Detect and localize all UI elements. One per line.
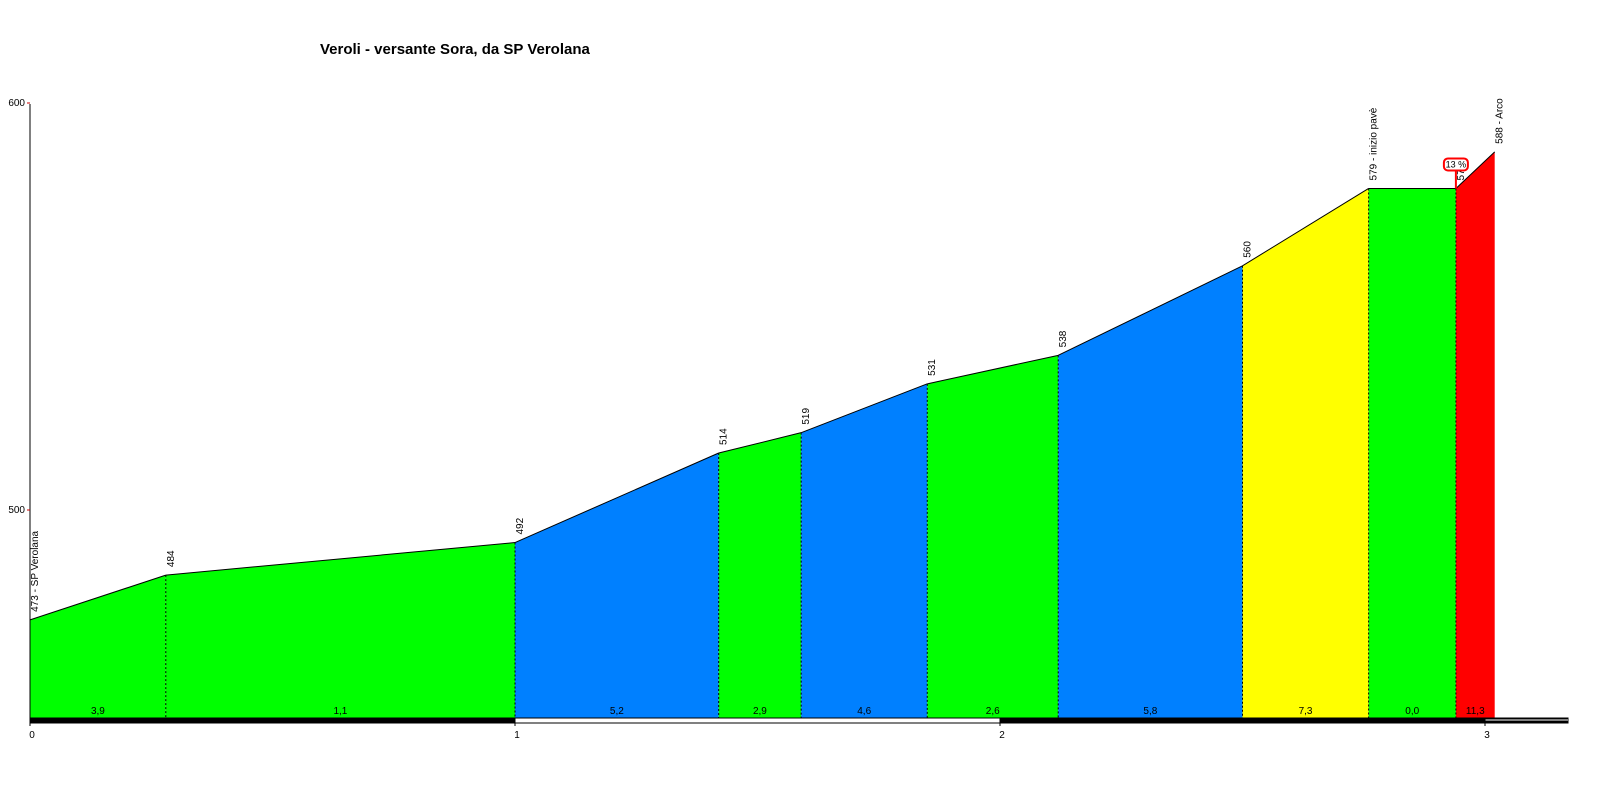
grade-labels: 3,9 1,1 5,2 2,9 4,6 2,6 5,8 7,3 0,0 11,3 — [91, 706, 1485, 717]
profile-segments — [30, 151, 1495, 719]
profile-line — [165, 542, 516, 576]
point-label: 531 — [927, 359, 938, 376]
grade-label: 5,2 — [610, 706, 624, 717]
x-tick-label: 0 — [29, 730, 35, 741]
y-tick-label: 500 — [8, 505, 25, 516]
profile-segment — [1058, 265, 1243, 718]
point-label: 519 — [801, 408, 812, 425]
profile-segment — [927, 355, 1059, 718]
grade-label: 4,6 — [857, 706, 871, 717]
grade-label: 11,3 — [1466, 706, 1485, 717]
max-grade-box — [1442, 157, 1469, 172]
point-label: 538 — [1058, 330, 1069, 347]
profile-segment — [165, 542, 516, 718]
grade-label: 0,0 — [1405, 706, 1419, 717]
x-tick-label: 3 — [1484, 730, 1490, 741]
profile-segment — [1242, 188, 1369, 719]
grade-label: 3,9 — [91, 706, 105, 717]
y-tick-label: 600 — [8, 98, 25, 109]
point-label: 588 - Arco — [1495, 98, 1506, 144]
x-tick-label: 2 — [999, 730, 1005, 741]
profile-line — [29, 574, 166, 621]
profile-segment — [30, 575, 166, 718]
point-label: 579 - inizio pavè — [1369, 107, 1380, 180]
x-axis-scale-bar — [29, 717, 516, 724]
grade-label: 1,1 — [333, 706, 347, 717]
axes: 500 600 0 1 2 3 — [8, 98, 1569, 741]
profile-line — [514, 452, 719, 544]
x-axis-scale-bar — [999, 717, 1486, 724]
grade-label: 2,6 — [986, 706, 1000, 717]
grade-label: 7,3 — [1299, 706, 1313, 717]
profile-line — [1455, 151, 1496, 189]
x-tick-label: 1 — [514, 730, 520, 741]
profile-outline — [29, 151, 1496, 621]
segment-dividers — [165, 188, 1457, 718]
profile-segment — [1368, 188, 1456, 719]
profile-segment — [718, 432, 802, 718]
grade-label: 5,8 — [1143, 706, 1157, 717]
max-grade-label: 13 % — [1446, 159, 1467, 169]
profile-line — [718, 432, 802, 454]
profile-segment — [515, 453, 719, 718]
profile-segment — [1455, 151, 1495, 719]
profile-segment — [801, 383, 928, 718]
x-axis-scale-bar — [514, 717, 1001, 724]
point-label: 579 — [1456, 163, 1467, 180]
profile-line — [1057, 265, 1243, 356]
profile-line — [927, 354, 1059, 385]
profile-line — [800, 383, 928, 434]
max-grade-marker: 13 % — [1442, 157, 1469, 189]
point-label: 492 — [515, 517, 526, 534]
point-label: 560 — [1243, 241, 1254, 258]
point-label: 514 — [719, 428, 730, 445]
point-label: 473 - SP Verolana — [30, 530, 41, 611]
profile-line — [1242, 188, 1369, 267]
point-label: 484 — [166, 550, 177, 567]
point-labels: 473 - SP Verolana 484 492 514 519 531 538 560 57… — [30, 98, 1506, 612]
chart-title: Veroli - versante Sora, da SP Verolana — [320, 41, 591, 58]
grade-label: 2,9 — [753, 706, 767, 717]
